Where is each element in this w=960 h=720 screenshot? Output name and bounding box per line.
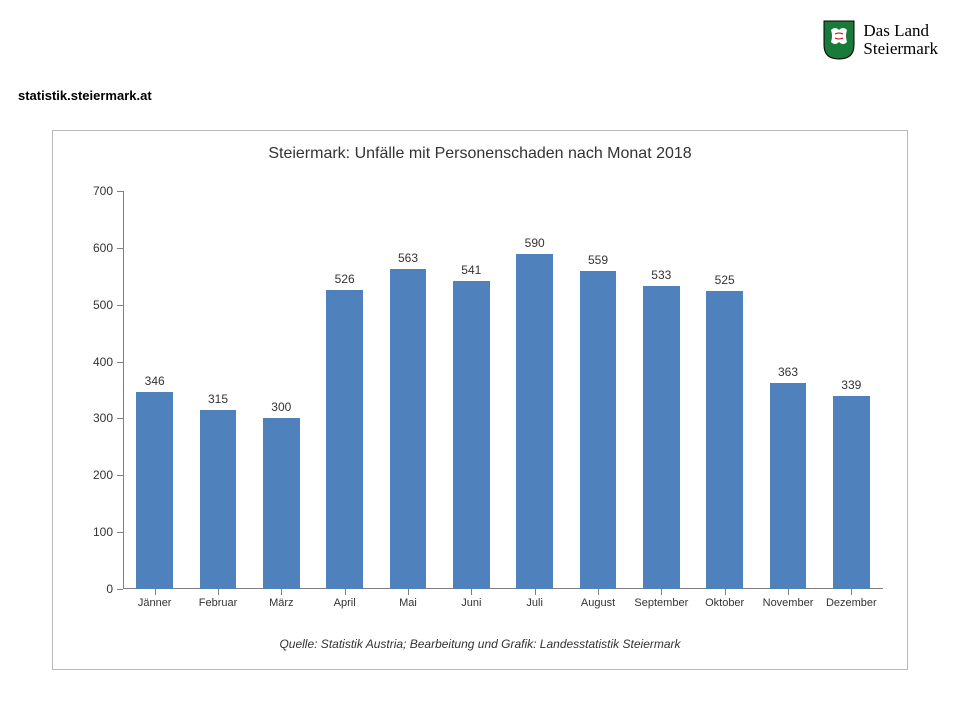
bar-value-label: 315 [208, 392, 228, 410]
bar: 315 [200, 410, 237, 589]
bar-value-label: 563 [398, 251, 418, 269]
chart-container: Steiermark: Unfälle mit Personenschaden … [52, 130, 908, 670]
site-url-label: statistik.steiermark.at [18, 88, 152, 103]
x-category-label: Juli [526, 589, 543, 609]
x-category-label: März [269, 589, 293, 609]
bar-value-label: 346 [145, 374, 165, 392]
x-category-label: September [634, 589, 688, 609]
bar: 526 [326, 290, 363, 589]
y-tick-label: 300 [93, 411, 123, 425]
y-tick-label: 400 [93, 355, 123, 369]
bars-group: 346 315 300 526 563 541 590 559 533 525 363 339 [123, 191, 883, 589]
bar: 363 [770, 383, 807, 589]
brand-text-line2: Steiermark [863, 40, 938, 58]
x-category-label: Mai [399, 589, 417, 609]
bar: 533 [643, 286, 680, 589]
x-category-label: Februar [199, 589, 238, 609]
bar-value-label: 525 [715, 273, 735, 291]
bar-value-label: 533 [651, 268, 671, 286]
x-category-label: Oktober [705, 589, 744, 609]
chart-title: Steiermark: Unfälle mit Personenschaden … [53, 131, 907, 163]
x-category-label: August [581, 589, 615, 609]
brand-logo: Das Land Steiermark [823, 20, 938, 60]
y-tick-label: 500 [93, 298, 123, 312]
bar: 541 [453, 281, 490, 589]
bar-value-label: 300 [271, 400, 291, 418]
bar: 590 [516, 254, 553, 589]
y-tick-label: 0 [106, 582, 123, 596]
shield-icon [823, 20, 855, 60]
y-tick-label: 200 [93, 468, 123, 482]
y-tick-label: 100 [93, 525, 123, 539]
bar-value-label: 363 [778, 365, 798, 383]
bar-value-label: 541 [461, 263, 481, 281]
bar-value-label: 590 [525, 236, 545, 254]
chart-source: Quelle: Statistik Austria; Bearbeitung u… [53, 637, 907, 651]
bar: 563 [390, 269, 427, 589]
bar: 559 [580, 271, 617, 589]
brand-text: Das Land Steiermark [863, 22, 938, 58]
bar-value-label: 339 [841, 378, 861, 396]
x-category-label: April [334, 589, 356, 609]
brand-text-line1: Das Land [863, 22, 938, 40]
x-category-label: November [763, 589, 814, 609]
bar: 525 [706, 291, 743, 590]
bar-value-label: 526 [335, 272, 355, 290]
x-category-label: Jänner [138, 589, 172, 609]
y-tick-label: 700 [93, 184, 123, 198]
bar: 300 [263, 418, 300, 589]
bar-value-label: 559 [588, 253, 608, 271]
plot-area: 346315300526563541590559533525363339 010… [123, 191, 883, 589]
bar: 346 [136, 392, 173, 589]
y-tick-label: 600 [93, 241, 123, 255]
x-category-label: Dezember [826, 589, 877, 609]
x-category-label: Juni [461, 589, 481, 609]
bar: 339 [833, 396, 870, 589]
page-header: Das Land Steiermark statistik.steiermark… [0, 0, 960, 100]
